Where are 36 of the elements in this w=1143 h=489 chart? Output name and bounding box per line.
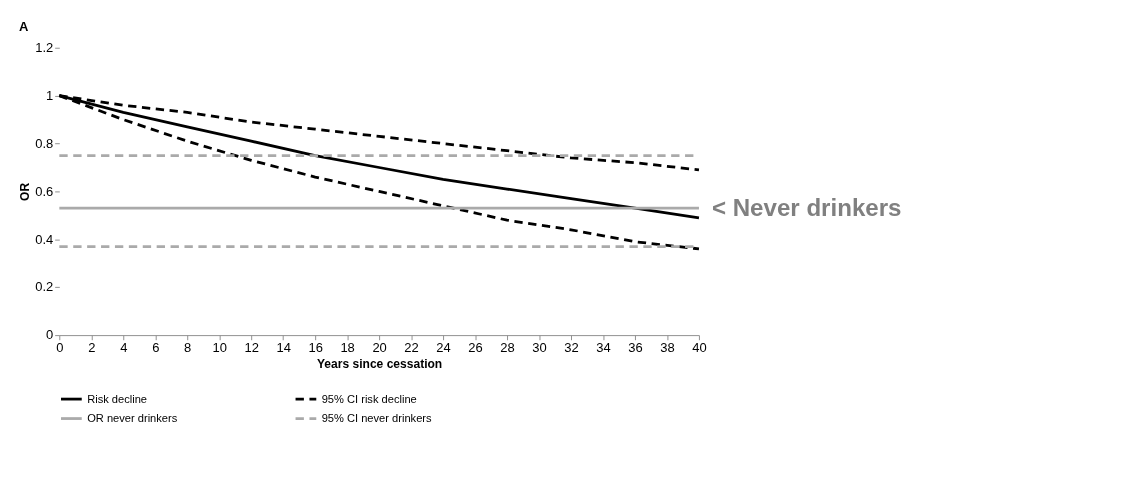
legend-label: 95% CI risk decline — [321, 392, 417, 405]
x-axis-title: Years since cessation — [316, 357, 443, 372]
y-tick-label: 1.2 — [35, 39, 54, 55]
y-tick-label: 0.4 — [35, 231, 54, 247]
x-tick-label: 24 — [436, 340, 451, 356]
chart-title: A — [19, 19, 30, 35]
x-tick-label: 26 — [468, 340, 483, 356]
y-tick-label: 0.6 — [35, 183, 54, 199]
x-tick-label: 10 — [212, 340, 227, 356]
x-tick-label: 30 — [532, 340, 547, 356]
x-tick-label: 28 — [500, 340, 515, 356]
y-tick-label: 0.2 — [35, 279, 54, 295]
y-tick-label: 1 — [46, 87, 54, 103]
legend-label: Risk decline — [87, 392, 148, 405]
x-tick-label: 16 — [308, 340, 323, 356]
x-tick-label: 2 — [88, 340, 96, 356]
x-tick-label: 22 — [404, 340, 419, 356]
y-tick-label: 0.8 — [35, 135, 54, 151]
x-tick-label: 0 — [56, 340, 64, 356]
y-tick-label: 0 — [46, 327, 54, 343]
y-axis-title: OR — [17, 182, 32, 201]
x-tick-label: 18 — [340, 340, 355, 356]
x-tick-label: 6 — [152, 340, 160, 356]
legend-label: OR never drinkers — [87, 412, 178, 425]
x-tick-label: 36 — [628, 340, 643, 356]
x-tick-label: 12 — [244, 340, 259, 356]
x-tick-label: 8 — [184, 340, 192, 356]
x-tick-label: 14 — [276, 340, 291, 356]
x-tick-label: 4 — [120, 340, 128, 356]
x-tick-label: 32 — [564, 340, 579, 356]
annotation: < Never drinkers — [711, 193, 902, 221]
x-tick-label: 34 — [596, 340, 611, 356]
x-tick-label: 20 — [372, 340, 387, 356]
legend-label: 95% CI never drinkers — [321, 412, 433, 425]
x-tick-label: 40 — [692, 340, 707, 356]
x-tick-label: 38 — [660, 340, 675, 356]
